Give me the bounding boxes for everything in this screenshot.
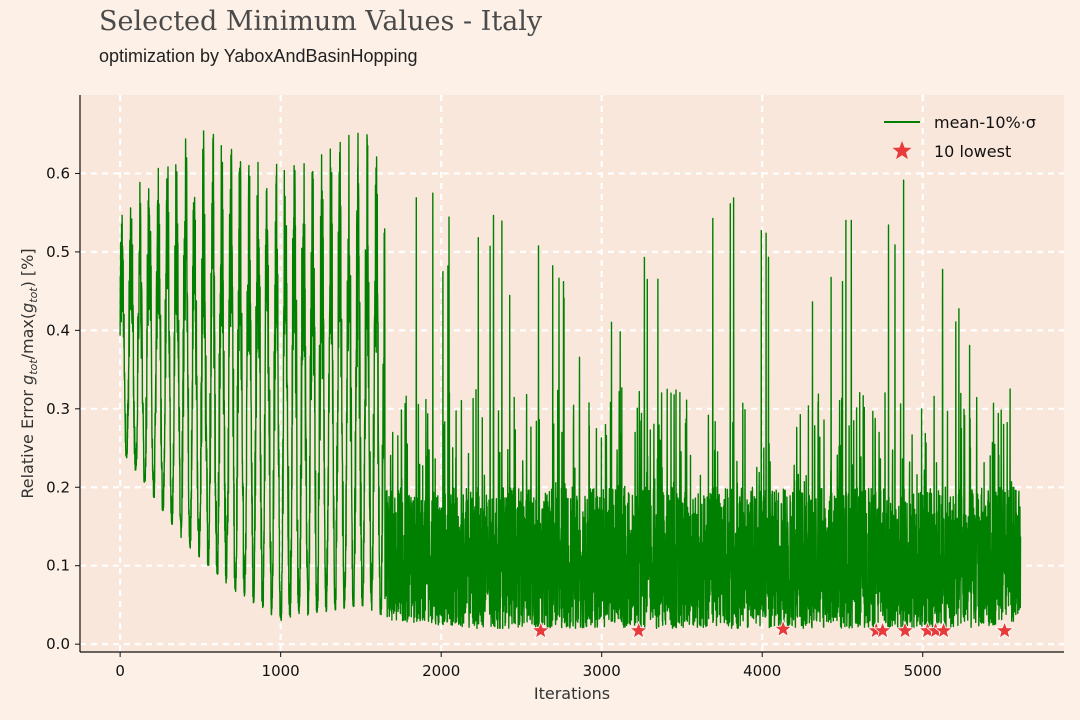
- y-tick-label: 0.6: [46, 164, 70, 182]
- y-tick-label: 0.1: [46, 557, 70, 575]
- y-tick-label: 0.2: [46, 478, 70, 496]
- lowest-point-star: [994, 620, 1015, 640]
- x-tick-label: 5000: [904, 662, 942, 680]
- legend-label-lowest: 10 lowest: [934, 142, 1011, 161]
- x-tick-label: 1000: [262, 662, 300, 680]
- y-tick-label: 0.0: [46, 635, 70, 653]
- chart-subtitle: optimization by YaboxAndBasinHopping: [99, 46, 418, 66]
- legend-star-swatch: [892, 141, 912, 160]
- y-axis-label: Relative Error gtot/max(gtot) [%]: [18, 248, 40, 498]
- lowest-point-star: [873, 620, 893, 640]
- x-tick-label: 4000: [743, 662, 781, 680]
- chart-legend: mean-10%·σ 10 lowest: [884, 113, 1036, 161]
- lowest-point-star: [773, 619, 793, 638]
- y-tick-label: 0.4: [46, 321, 70, 339]
- y-tick-label: 0.5: [46, 243, 70, 261]
- lowest-point-star: [895, 620, 915, 640]
- series-line-mean: [119, 130, 1022, 630]
- x-tick-label: 0: [115, 662, 125, 680]
- chart-title: Selected Minimum Values - Italy: [99, 6, 543, 37]
- lowest-point-star: [531, 620, 551, 640]
- y-tick-label: 0.3: [46, 400, 70, 418]
- x-axis-label: Iterations: [534, 684, 610, 703]
- x-tick-label: 3000: [583, 662, 621, 680]
- legend-label-mean: mean-10%·σ: [934, 113, 1036, 132]
- lowest-point-star: [933, 620, 954, 640]
- x-tick-label: 2000: [422, 662, 460, 680]
- lowest-point-star: [629, 620, 649, 640]
